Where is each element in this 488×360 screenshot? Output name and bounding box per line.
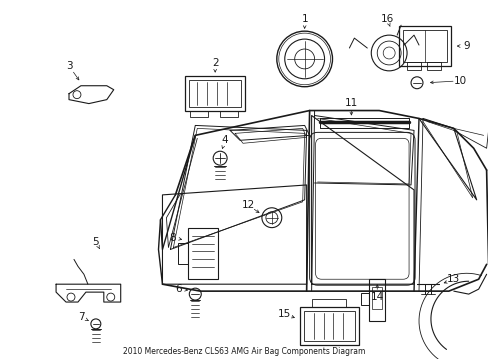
- Bar: [402, 30, 446, 62]
- Text: 16: 16: [380, 14, 393, 24]
- Bar: [311, 299, 346, 307]
- Bar: [426, 62, 440, 70]
- Text: 1: 1: [301, 14, 307, 24]
- Text: 10: 10: [453, 76, 467, 86]
- Text: 13: 13: [446, 274, 460, 284]
- Bar: [368, 279, 385, 321]
- Text: 14: 14: [370, 292, 383, 302]
- Bar: [398, 26, 450, 66]
- Text: 12: 12: [241, 200, 254, 210]
- Bar: [299, 307, 359, 345]
- Bar: [303, 311, 355, 341]
- Bar: [178, 243, 188, 264]
- Bar: [189, 80, 241, 107]
- Bar: [190, 111, 208, 117]
- Bar: [188, 228, 218, 279]
- Text: 4: 4: [222, 135, 228, 145]
- Bar: [406, 62, 420, 70]
- Text: 2: 2: [211, 58, 218, 68]
- Text: 6: 6: [175, 284, 182, 294]
- Text: 5: 5: [92, 237, 99, 247]
- Text: 7: 7: [78, 312, 84, 322]
- Bar: [220, 111, 238, 117]
- Text: 3: 3: [65, 61, 72, 71]
- Text: 9: 9: [463, 41, 469, 51]
- Bar: [361, 293, 368, 305]
- Text: 2010 Mercedes-Benz CLS63 AMG Air Bag Components Diagram: 2010 Mercedes-Benz CLS63 AMG Air Bag Com…: [122, 347, 365, 356]
- Bar: [185, 76, 244, 111]
- Bar: [371, 287, 382, 309]
- Text: 8: 8: [169, 233, 175, 243]
- Text: 11: 11: [344, 98, 357, 108]
- Text: 15: 15: [278, 309, 291, 319]
